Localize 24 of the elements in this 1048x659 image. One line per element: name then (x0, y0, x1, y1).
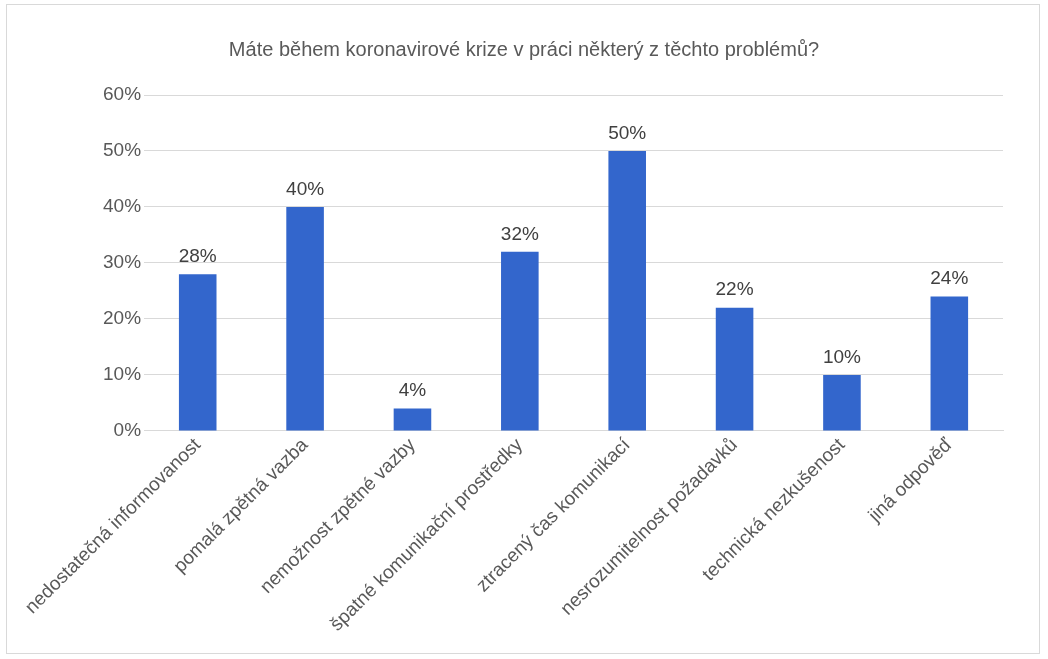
bar (930, 296, 969, 431)
data-label: 22% (715, 278, 754, 300)
data-label: 40% (286, 177, 325, 199)
y-tick-label: 40% (103, 195, 142, 217)
chart-title: Máte během koronavirové krize v práci některý z těchto problémů? (227, 38, 821, 61)
data-label: 28% (178, 244, 217, 266)
bar (393, 408, 432, 431)
bar (823, 374, 861, 431)
bar (608, 150, 646, 431)
y-tick-label: 30% (103, 251, 142, 273)
y-tick-label: 0% (113, 419, 142, 441)
bar (178, 274, 217, 431)
y-tick-label: 60% (103, 83, 142, 105)
data-label: 50% (608, 121, 647, 143)
bar (501, 251, 539, 431)
data-label: 24% (930, 267, 969, 289)
data-label: 4% (398, 379, 427, 401)
y-tick-label: 10% (103, 363, 142, 385)
y-tick-label: 20% (103, 307, 142, 329)
y-tick-label: 50% (103, 139, 142, 161)
bar (715, 307, 754, 431)
bar (286, 206, 324, 431)
data-label: 32% (500, 222, 539, 244)
data-label: 10% (822, 345, 862, 367)
